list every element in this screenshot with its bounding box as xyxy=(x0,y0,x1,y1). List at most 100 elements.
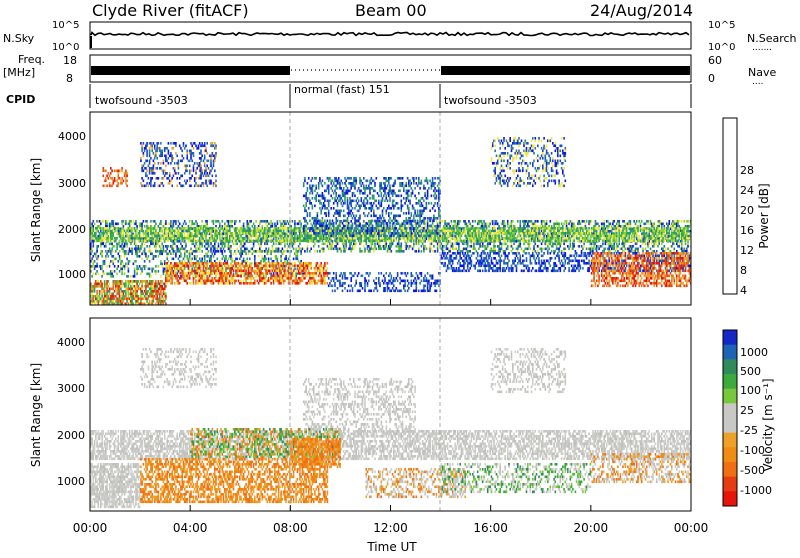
heatmap-cell xyxy=(184,232,186,235)
heatmap-cell xyxy=(121,270,123,273)
heatmap-cell xyxy=(660,220,662,223)
heatmap-cell xyxy=(136,270,138,273)
heatmap-cell xyxy=(95,273,97,276)
heatmap-cell xyxy=(464,232,466,235)
heatmap-cell xyxy=(337,250,339,253)
heatmap-cell xyxy=(179,240,181,243)
heatmap-cell xyxy=(205,227,207,230)
heatmap-cell xyxy=(174,232,176,235)
heatmap-cell xyxy=(478,248,480,251)
heatmap-cell xyxy=(100,235,102,238)
heatmap-cell xyxy=(222,227,224,230)
heatmap-cell xyxy=(610,237,612,240)
heatmap-cell xyxy=(125,220,127,223)
heatmap-cell xyxy=(310,232,312,235)
heatmap-cell xyxy=(199,232,201,235)
heatmap-cell xyxy=(561,237,563,240)
heatmap-cell xyxy=(623,245,625,248)
heatmap-cell xyxy=(666,230,668,233)
heatmap-cell xyxy=(386,243,388,246)
heatmap-cell xyxy=(632,245,634,248)
heatmap-cell xyxy=(591,220,593,223)
heatmap-cell xyxy=(292,220,294,223)
heatmap-cell xyxy=(403,250,405,253)
heatmap-cell xyxy=(513,240,515,243)
heatmap-cell xyxy=(650,220,652,223)
heatmap-cell xyxy=(166,258,168,261)
heatmap-cell xyxy=(129,232,131,235)
heatmap-cell xyxy=(601,235,603,238)
heatmap-cell xyxy=(461,240,463,243)
heatmap-cell xyxy=(664,240,666,243)
heatmap-cell xyxy=(535,243,537,246)
heatmap-cell xyxy=(656,243,658,246)
heatmap-cell xyxy=(175,223,177,226)
heatmap-cell xyxy=(233,235,235,238)
heatmap-cell xyxy=(543,237,545,240)
heatmap-cell xyxy=(552,237,554,240)
heatmap-cell xyxy=(449,250,451,253)
heatmap-cell xyxy=(199,230,201,233)
heatmap-cell xyxy=(666,227,668,230)
heatmap-cell xyxy=(203,227,205,230)
heatmap-cell xyxy=(506,237,508,240)
heatmap-cell xyxy=(337,243,339,246)
heatmap-cell xyxy=(98,255,100,258)
heatmap-cell xyxy=(685,243,687,246)
heatmap-cell xyxy=(156,240,158,243)
heatmap-cell xyxy=(201,240,203,243)
heatmap-cell xyxy=(633,220,635,223)
heatmap-cell xyxy=(442,232,444,235)
heatmap-cell xyxy=(421,245,423,248)
heatmap-cell xyxy=(139,265,141,268)
heatmap-cell xyxy=(129,260,131,263)
heatmap-cell xyxy=(585,235,587,238)
heatmap-cell xyxy=(91,275,93,278)
heatmap-cell xyxy=(292,245,294,248)
heatmap-cell xyxy=(591,245,593,248)
heatmap-cell xyxy=(111,273,113,276)
heatmap-cell xyxy=(178,258,180,261)
heatmap-cell xyxy=(145,240,147,243)
heatmap-cell xyxy=(391,250,393,253)
heatmap-cell xyxy=(283,237,285,240)
heatmap-cell xyxy=(583,245,585,248)
heatmap-cell xyxy=(368,240,370,243)
heatmap-cell xyxy=(222,253,224,256)
heatmap-cell xyxy=(613,248,615,251)
heatmap-cell xyxy=(444,230,446,233)
heatmap-cell xyxy=(483,220,485,223)
heatmap-cell xyxy=(636,243,638,246)
heatmap-cell xyxy=(647,223,649,226)
heatmap-cell xyxy=(612,223,614,226)
heatmap-cell xyxy=(603,227,605,230)
heatmap-cell xyxy=(401,248,403,251)
heatmap-cell xyxy=(199,245,201,248)
heatmap-cell xyxy=(121,268,123,271)
heatmap-cell xyxy=(431,243,433,246)
heatmap-cell xyxy=(366,235,368,238)
heatmap-cell xyxy=(401,245,403,248)
heatmap-cell xyxy=(473,243,475,246)
heatmap-cell xyxy=(163,273,165,276)
heatmap-cell xyxy=(165,223,167,226)
heatmap-cell xyxy=(541,250,543,253)
heatmap-cell xyxy=(437,245,439,248)
heatmap-cell xyxy=(101,250,103,253)
heatmap-cell xyxy=(337,237,339,240)
heatmap-cell xyxy=(124,237,126,240)
heatmap-cell xyxy=(572,248,574,251)
heatmap-cell xyxy=(134,227,136,230)
heatmap-cell xyxy=(176,245,178,248)
heatmap-cell xyxy=(222,250,224,253)
heatmap-cell xyxy=(129,235,131,238)
heatmap-cell xyxy=(630,223,632,226)
heatmap-cell xyxy=(109,265,111,268)
heatmap-cell xyxy=(239,237,241,240)
heatmap-cell xyxy=(464,230,466,233)
heatmap-cell xyxy=(398,237,400,240)
freq-panel: Freq. [MHz] 18 8 60 0 Nave .... xyxy=(3,53,776,87)
heatmap-cell xyxy=(125,250,127,253)
heatmap-cell xyxy=(99,240,101,243)
heatmap-cell xyxy=(504,227,506,230)
